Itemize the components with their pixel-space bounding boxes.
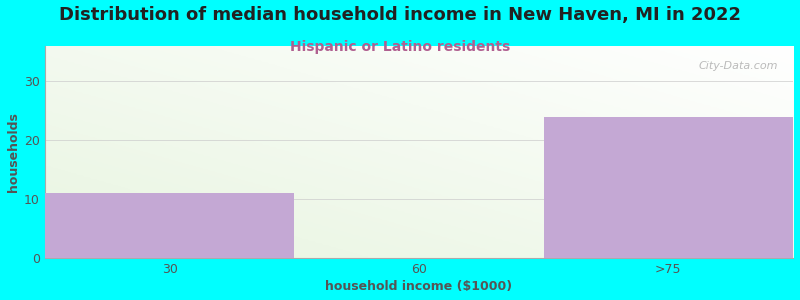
Text: City-Data.com: City-Data.com [698, 61, 778, 71]
Bar [544, 117, 793, 258]
Bar [45, 193, 294, 258]
Text: Distribution of median household income in New Haven, MI in 2022: Distribution of median household income … [59, 6, 741, 24]
Text: Hispanic or Latino residents: Hispanic or Latino residents [290, 40, 510, 55]
X-axis label: household income ($1000): household income ($1000) [326, 280, 513, 293]
Y-axis label: households: households [7, 112, 20, 192]
